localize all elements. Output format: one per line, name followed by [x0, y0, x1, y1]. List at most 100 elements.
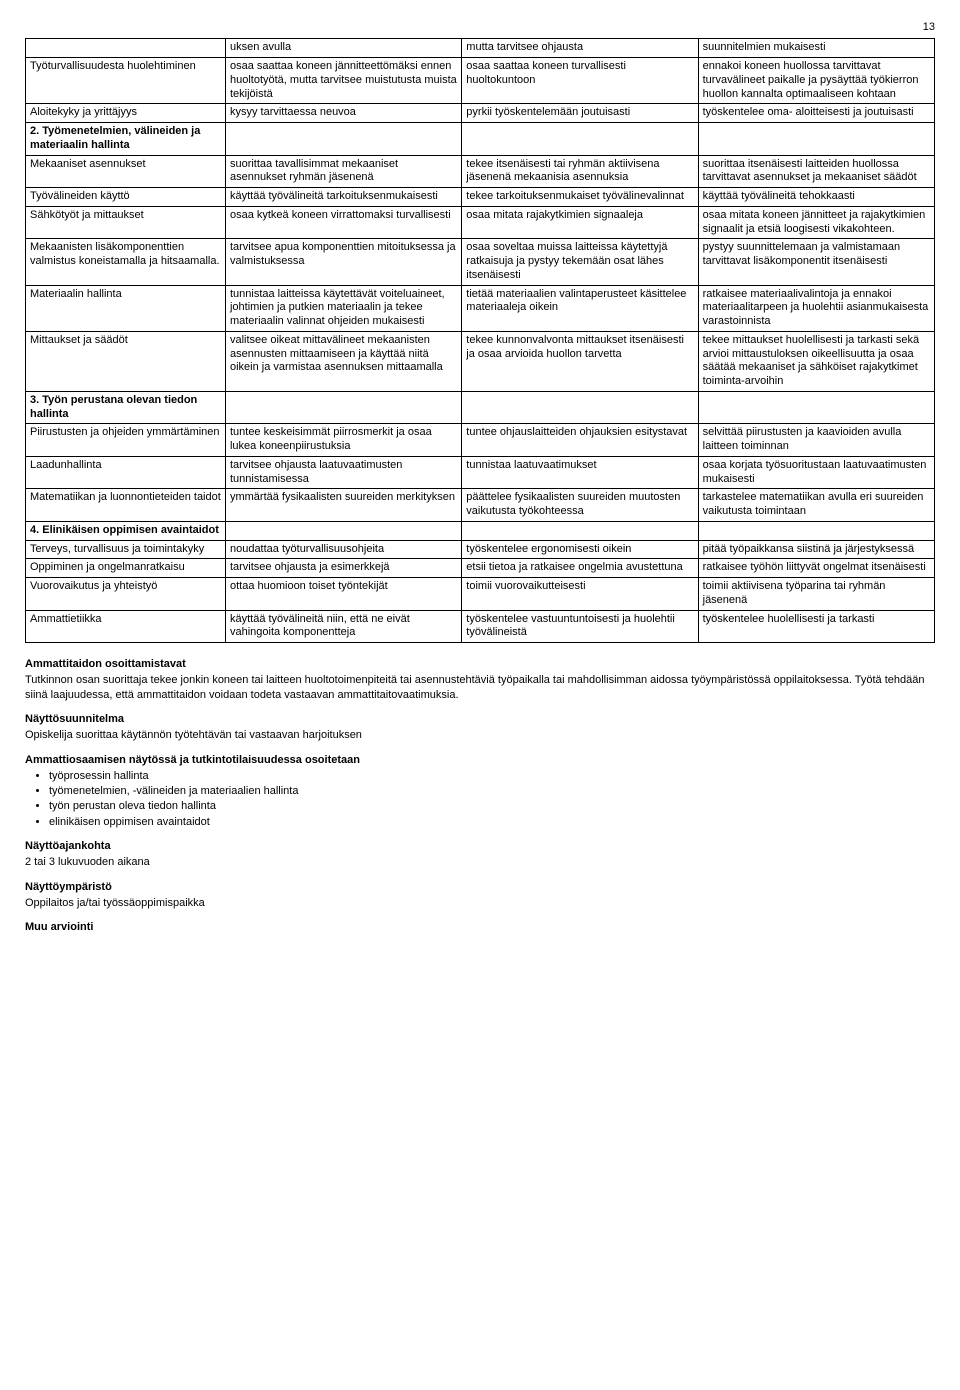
table-row: 4. Elinikäisen oppimisen avaintaidot	[26, 521, 935, 540]
table-cell	[462, 521, 698, 540]
body-ymparisto: Oppilaitos ja/tai työssäoppimispaikka	[25, 896, 935, 910]
table-row: Laadunhallintatarvitsee ohjausta laatuva…	[26, 456, 935, 489]
table-cell: tarkastelee matematiikan avulla eri suur…	[698, 489, 934, 522]
table-cell: tarvitsee ohjausta ja esimerkkejä	[225, 559, 461, 578]
bullet-list: työprosessin hallintatyömenetelmien, -vä…	[25, 769, 935, 829]
table-cell	[698, 391, 934, 424]
table-row: Työturvallisuudesta huolehtiminen osaa sa…	[26, 58, 935, 104]
table-cell: tuntee keskeisimmät piirrosmerkit ja osa…	[225, 424, 461, 457]
table-row: Mittaukset ja säädötvalitsee oikeat mitt…	[26, 331, 935, 391]
table-cell: työskentelee ergonomisesti oikein	[462, 540, 698, 559]
heading-ymparisto: Näyttöympäristö	[25, 880, 935, 894]
table-cell: osaa korjata työsuoritustaan laatuvaatim…	[698, 456, 934, 489]
table-cell: Mekaaniset asennukset	[26, 155, 226, 188]
table-cell: tuntee ohjauslaitteiden ohjauksien esity…	[462, 424, 698, 457]
table-cell: ennakoi koneen huollossa tarvittavat tur…	[698, 58, 934, 104]
list-item: elinikäisen oppimisen avaintaidot	[49, 815, 935, 829]
body-osoittamistavat: Tutkinnon osan suorittaja tekee jonkin k…	[25, 673, 935, 702]
table-cell: etsii tietoa ja ratkaisee ongelmia avust…	[462, 559, 698, 578]
table-cell: kysyy tarvittaessa neuvoa	[225, 104, 461, 123]
table-cell: Sähkötyöt ja mittaukset	[26, 206, 226, 239]
table-cell: ymmärtää fysikaalisten suureiden merkity…	[225, 489, 461, 522]
table-row: Ammattietiikkakäyttää työvälineitä niin,…	[26, 610, 935, 643]
table-cell: osaa saattaa koneen turvallisesti huolto…	[462, 58, 698, 104]
table-cell: Ammattietiikka	[26, 610, 226, 643]
heading-osoittamistavat: Ammattitaidon osoittamistavat	[25, 657, 935, 671]
table-cell: Työturvallisuudesta huolehtiminen	[26, 58, 226, 104]
table-cell: tietää materiaalien valintaperusteet käs…	[462, 285, 698, 331]
table-cell	[26, 39, 226, 58]
table-cell: tekee tarkoituksenmukaiset työvälinevali…	[462, 188, 698, 207]
list-item: työprosessin hallinta	[49, 769, 935, 783]
table-cell	[698, 521, 934, 540]
table-cell: Piirustusten ja ohjeiden ymmärtäminen	[26, 424, 226, 457]
table-cell: Aloitekyky ja yrittäjyys	[26, 104, 226, 123]
table-cell	[225, 123, 461, 156]
table-cell: päättelee fysikaalisten suureiden muutos…	[462, 489, 698, 522]
heading-muu-arviointi: Muu arviointi	[25, 920, 935, 934]
table-cell: tekee itsenäisesti tai ryhmän aktiivisen…	[462, 155, 698, 188]
table-cell: ratkaisee materiaalivalintoja ja ennakoi…	[698, 285, 934, 331]
table-cell: mutta tarvitsee ohjausta	[462, 39, 698, 58]
table-cell: selvittää piirustusten ja kaavioiden avu…	[698, 424, 934, 457]
table-cell	[225, 391, 461, 424]
table-row: 2. Työmenetelmien, välineiden ja materia…	[26, 123, 935, 156]
table-row: 3. Työn perustana olevan tiedon hallinta	[26, 391, 935, 424]
heading-nayttosuunnitelma: Näyttösuunnitelma	[25, 712, 935, 726]
body-nayttosuunnitelma: Opiskelija suorittaa käytännön työtehtäv…	[25, 728, 935, 742]
table-cell: ratkaisee työhön liittyvät ongelmat itse…	[698, 559, 934, 578]
table-cell: suorittaa tavallisimmat mekaaniset asenn…	[225, 155, 461, 188]
table-cell: pyrkii työskentelemään joutuisasti	[462, 104, 698, 123]
table-cell: Vuorovaikutus ja yhteistyö	[26, 578, 226, 611]
table-row: Terveys, turvallisuus ja toimintakykynou…	[26, 540, 935, 559]
table-cell: osaa kytkeä koneen virrattomaksi turvall…	[225, 206, 461, 239]
table-cell: pystyy suunnittelemaan ja valmistamaan t…	[698, 239, 934, 285]
table-cell: 4. Elinikäisen oppimisen avaintaidot	[26, 521, 226, 540]
table-cell: käyttää työvälineitä tehokkaasti	[698, 188, 934, 207]
table-cell: työskentelee vastuuntuntoisesti ja huole…	[462, 610, 698, 643]
heading-osoitetaan: Ammattiosaamisen näytössä ja tutkintotil…	[25, 753, 935, 767]
table-cell	[462, 123, 698, 156]
list-item: työn perustan oleva tiedon hallinta	[49, 799, 935, 813]
table-row: Mekaaniset asennuksetsuorittaa tavallisi…	[26, 155, 935, 188]
body-ajankohta: 2 tai 3 lukuvuoden aikana	[25, 855, 935, 869]
table-row: Piirustusten ja ohjeiden ymmärtäminentun…	[26, 424, 935, 457]
table-cell: uksen avulla	[225, 39, 461, 58]
table-cell: työskentelee oma- aloitteisesti ja joutu…	[698, 104, 934, 123]
table-cell: pitää työpaikkansa siistinä ja järjestyk…	[698, 540, 934, 559]
table-cell: Mekaanisten lisäkomponenttien valmistus …	[26, 239, 226, 285]
table-row: Vuorovaikutus ja yhteistyöottaa huomioon…	[26, 578, 935, 611]
table-cell: toimii vuorovaikutteisesti	[462, 578, 698, 611]
table-cell: tunnistaa laitteissa käytettävät voitelu…	[225, 285, 461, 331]
table-row: Materiaalin hallintatunnistaa laitteissa…	[26, 285, 935, 331]
table-row: Mekaanisten lisäkomponenttien valmistus …	[26, 239, 935, 285]
heading-ajankohta: Näyttöajankohta	[25, 839, 935, 853]
page-number: 13	[25, 20, 935, 34]
table-row: Matematiikan ja luonnontieteiden taidoty…	[26, 489, 935, 522]
table-cell: tekee kunnonvalvonta mittaukset itsenäis…	[462, 331, 698, 391]
table-cell: suunnitelmien mukaisesti	[698, 39, 934, 58]
table-cell: osaa mitata koneen jännitteet ja rajakyt…	[698, 206, 934, 239]
table-row: Aloitekyky ja yrittäjyyskysyy tarvittaes…	[26, 104, 935, 123]
table-row: Sähkötyöt ja mittauksetosaa kytkeä konee…	[26, 206, 935, 239]
table-cell: Materiaalin hallinta	[26, 285, 226, 331]
table-cell: toimii aktiivisena työparina tai ryhmän …	[698, 578, 934, 611]
table-cell: tarvitsee ohjausta laatuvaatimusten tunn…	[225, 456, 461, 489]
table-cell: käyttää työvälineitä niin, että ne eivät…	[225, 610, 461, 643]
table-cell: Työvälineiden käyttö	[26, 188, 226, 207]
table-cell: ottaa huomioon toiset työntekijät	[225, 578, 461, 611]
table-cell: tunnistaa laatuvaatimukset	[462, 456, 698, 489]
table-cell	[698, 123, 934, 156]
table-cell	[462, 391, 698, 424]
table-cell: tekee mittaukset huolellisesti ja tarkas…	[698, 331, 934, 391]
table-cell: tarvitsee apua komponenttien mitoitukses…	[225, 239, 461, 285]
assessment-table: uksen avullamutta tarvitsee ohjaustasuun…	[25, 38, 935, 643]
table-cell	[225, 521, 461, 540]
table-cell: 2. Työmenetelmien, välineiden ja materia…	[26, 123, 226, 156]
table-cell: työskentelee huolellisesti ja tarkasti	[698, 610, 934, 643]
table-cell: Matematiikan ja luonnontieteiden taidot	[26, 489, 226, 522]
table-cell: valitsee oikeat mittavälineet mekaaniste…	[225, 331, 461, 391]
table-cell: noudattaa työturvallisuusohjeita	[225, 540, 461, 559]
table-cell: Laadunhallinta	[26, 456, 226, 489]
table-row: Oppiminen ja ongelmanratkaisutarvitsee o…	[26, 559, 935, 578]
